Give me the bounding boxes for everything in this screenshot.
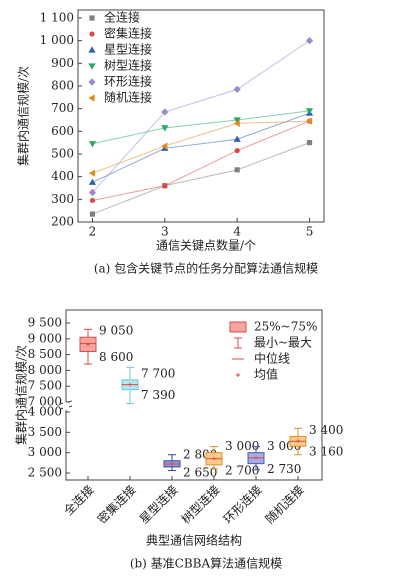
value-label: 2 700 — [225, 463, 259, 477]
series-line — [92, 112, 310, 183]
value-label: 2 650 — [183, 465, 217, 479]
value-label: 3 000 — [225, 439, 259, 453]
legend-label: 环形连接 — [104, 74, 152, 89]
legend-marker — [88, 46, 96, 53]
legend-swatch — [229, 321, 247, 333]
y-tick-label: 300 — [51, 192, 74, 206]
data-point — [162, 183, 168, 189]
series-line — [92, 120, 310, 174]
value-label: 3 160 — [309, 445, 343, 459]
y-tick-label: 7 000 — [28, 395, 62, 409]
series-line — [92, 142, 310, 215]
y-tick-label: 600 — [51, 124, 74, 138]
value-label: 9 050 — [99, 324, 133, 338]
y-tick-label: 4 000 — [28, 405, 62, 419]
data-point — [305, 117, 313, 125]
data-point — [88, 169, 96, 177]
y-axis-label: 集群内通信规模/次 — [16, 66, 31, 166]
y-tick-label: 9 500 — [28, 316, 62, 330]
plot-frame — [65, 309, 323, 481]
y-axis-label: 集群内通信规模/次 — [14, 345, 29, 445]
mean-marker — [212, 456, 216, 461]
x-tick-label: 3 — [161, 225, 169, 239]
data-point — [306, 140, 313, 146]
caption: (b) 基准CBBA算法通信规模 — [130, 556, 282, 571]
data-point — [233, 119, 240, 127]
mean-marker — [86, 342, 90, 347]
legend-marker — [88, 94, 95, 102]
data-point — [234, 147, 240, 154]
y-tick-label: 3 500 — [28, 425, 62, 439]
legend-label: 中位线 — [254, 351, 290, 366]
y-tick-label: 8 500 — [28, 347, 62, 361]
data-point — [161, 142, 168, 150]
y-tick-label: 700 — [51, 101, 74, 115]
y-tick-label: 1 000 — [40, 33, 74, 47]
mean-marker — [170, 461, 174, 466]
legend-swatch — [236, 373, 240, 377]
legend-marker — [89, 31, 95, 37]
y-tick-label: 200 — [51, 215, 74, 229]
data-point — [233, 117, 241, 124]
data-point — [233, 85, 241, 93]
y-tick-label: 1 100 — [40, 10, 74, 24]
data-point — [234, 167, 240, 173]
legend-label: 树型连接 — [104, 58, 152, 73]
x-axis-label: 通信关键点数量/个 — [156, 238, 256, 253]
x-axis-label: 典型通信网络结构 — [146, 533, 242, 548]
data-point — [88, 141, 97, 148]
data-point — [161, 125, 169, 132]
mean-marker — [296, 438, 300, 443]
legend-label: 25%~75% — [254, 320, 317, 334]
y-tick-label: 8 000 — [28, 363, 62, 377]
legend-label: 随机连接 — [104, 90, 152, 105]
y-tick-label: 900 — [51, 56, 74, 70]
y-tick-label: 7 500 — [28, 379, 62, 393]
value-label: 8 600 — [99, 350, 133, 364]
data-point — [305, 37, 314, 45]
mean-marker — [254, 455, 258, 460]
value-label: 3 400 — [309, 423, 343, 437]
data-point — [88, 188, 97, 197]
series-line — [92, 120, 310, 201]
data-point — [161, 108, 169, 116]
y-tick-label: 400 — [51, 169, 74, 183]
legend-label: 全连接 — [104, 10, 140, 25]
value-label: 7 390 — [141, 388, 175, 402]
data-point — [89, 211, 96, 217]
legend-swatch — [234, 337, 242, 349]
y-tick-label: 500 — [51, 146, 74, 160]
x-tick-label: 2 — [89, 225, 97, 239]
legend-marker — [88, 63, 96, 70]
plot-frame — [77, 9, 325, 223]
mean-marker — [128, 382, 132, 387]
data-point — [305, 108, 314, 115]
data-point — [88, 178, 97, 185]
y-tick-label: 3 000 — [28, 445, 62, 459]
data-point — [233, 135, 241, 142]
legend-label: 最小~最大 — [254, 336, 312, 350]
series-line — [92, 110, 310, 145]
value-label: 7 700 — [141, 366, 175, 380]
y-tick-label: 800 — [51, 78, 74, 92]
value-label: 2 730 — [267, 462, 301, 476]
legend-marker — [89, 15, 95, 21]
x-tick-label: 5 — [306, 225, 314, 239]
data-point — [89, 197, 96, 204]
legend-marker — [88, 78, 96, 86]
caption: (a) 包含关键节点的任务分配算法通信规模 — [94, 261, 318, 276]
axis-break-gap — [63, 402, 69, 410]
y-tick-label: 9 000 — [28, 331, 62, 345]
legend-label: 密集连接 — [104, 26, 152, 41]
x-tick-label: 4 — [233, 225, 241, 239]
y-tick-label: 2 500 — [28, 466, 62, 480]
legend-label: 星型连接 — [104, 42, 152, 57]
series-line — [92, 40, 310, 193]
legend-label: 均值 — [254, 367, 278, 382]
